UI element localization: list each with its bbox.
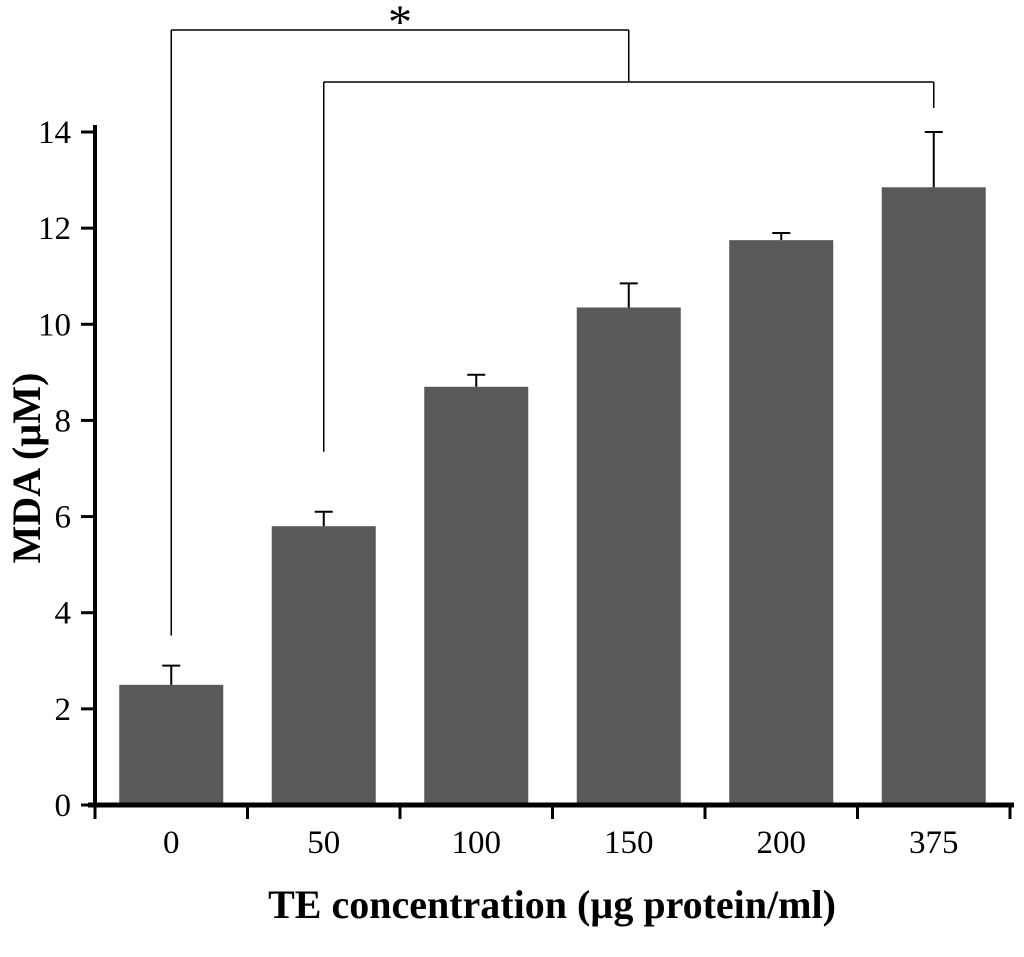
y-tick-label: 0 [55,788,72,824]
bar [424,386,529,805]
x-tick-label: 50 [307,825,340,861]
x-tick-label: 150 [604,825,654,861]
y-tick-label: 12 [38,211,71,247]
bar [576,307,681,805]
x-axis-title: TE concentration (µg protein/ml) [268,882,836,927]
x-tick-label: 100 [452,825,502,861]
y-tick-label: 2 [55,692,72,728]
y-tick-label: 8 [55,403,72,439]
bar [729,240,834,806]
y-tick-label: 4 [55,596,72,632]
y-axis-title: MDA (µM) [4,373,49,564]
y-tick-label: 14 [38,115,71,151]
bar [881,187,986,805]
bar [271,526,376,805]
x-tick-label: 0 [163,825,180,861]
x-tick-label: 200 [757,825,807,861]
bar [119,684,224,805]
x-tick-label: 375 [909,825,959,861]
y-tick-label: 6 [55,500,72,536]
significance-star: * [388,0,412,49]
y-tick-label: 10 [38,307,71,343]
